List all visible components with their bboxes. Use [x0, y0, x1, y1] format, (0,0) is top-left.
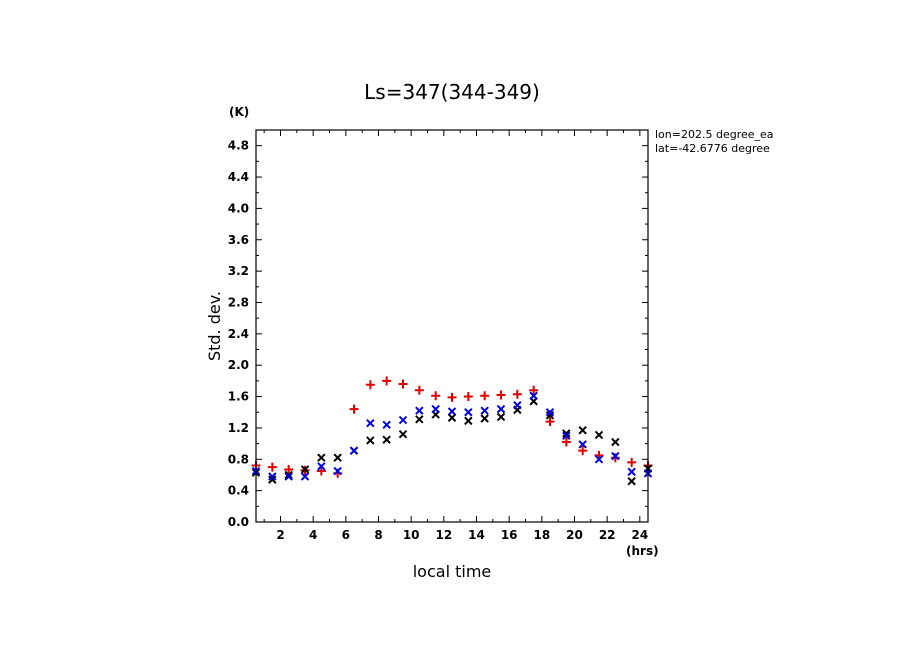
series-2-point — [366, 418, 375, 428]
y-tick-label: 1.6 — [228, 390, 249, 404]
series-2-point — [627, 467, 636, 477]
y-tick-label: 4.8 — [228, 139, 249, 153]
series-0-point — [463, 392, 473, 402]
x-axis-unit: (hrs) — [626, 544, 659, 558]
x-tick-label: 14 — [468, 528, 485, 542]
series-0-point — [414, 385, 424, 395]
x-tick-label: 20 — [566, 528, 583, 542]
series-1-point — [496, 412, 506, 422]
series-0-point — [512, 389, 522, 399]
series-1-point — [415, 415, 424, 424]
series-1-point — [545, 411, 555, 420]
x-axis-label: local time — [413, 562, 492, 581]
series-2-point — [545, 408, 555, 417]
series-1-point — [398, 429, 408, 439]
series-2-point — [317, 462, 326, 471]
y-tick-label: 0.0 — [228, 515, 249, 529]
series-0-point — [284, 464, 294, 474]
x-tick-label: 8 — [374, 528, 382, 542]
series-2-point — [431, 404, 440, 414]
series-0-point — [529, 385, 539, 395]
chart-title: Ls=347(344-349) — [364, 80, 540, 104]
series-1-point — [627, 477, 636, 486]
series-1-point — [447, 413, 457, 422]
y-tick-label: 2.0 — [228, 358, 249, 372]
data-points — [251, 376, 653, 486]
series-1-point — [382, 435, 391, 444]
y-axis-unit: (K) — [229, 105, 249, 119]
y-tick-label: 0.4 — [228, 484, 249, 498]
series-1-point — [333, 453, 342, 462]
series-0-point — [496, 390, 506, 400]
series-0-point — [545, 417, 555, 427]
y-tick-label: 4.4 — [228, 170, 249, 184]
series-1-point — [562, 429, 571, 438]
series-1-point — [366, 436, 375, 445]
series-2-point — [415, 406, 424, 415]
y-tick-label: 4.0 — [228, 201, 249, 215]
series-0-point — [561, 437, 571, 447]
series-1-point — [611, 437, 620, 447]
series-1-point — [464, 416, 473, 426]
y-tick-label: 1.2 — [228, 421, 249, 435]
x-tick-label: 18 — [533, 528, 550, 542]
series-2-point — [300, 472, 310, 481]
series-2-point — [447, 407, 457, 416]
series-2-point — [480, 406, 489, 415]
series-2-point — [349, 446, 359, 455]
series-2-point — [529, 391, 538, 400]
series-2-point — [398, 415, 408, 425]
series-0-point — [578, 446, 588, 456]
y-tick-label: 0.8 — [228, 452, 249, 466]
series-1-point — [300, 465, 310, 474]
series-1-point — [284, 470, 293, 480]
series-0-point — [610, 453, 620, 463]
series-2-point — [594, 455, 604, 464]
series-2-point — [382, 420, 391, 430]
plot-frame — [255, 129, 649, 523]
series-1-point — [268, 475, 277, 484]
series-0-point — [431, 391, 441, 401]
y-tick-label: 2.4 — [228, 327, 249, 341]
series-2-point — [578, 440, 587, 449]
x-tick-label: 22 — [599, 528, 616, 542]
series-0-point — [480, 391, 490, 401]
series-2-point — [513, 400, 522, 410]
y-tick-label: 2.8 — [228, 295, 249, 309]
y-axis-label: Std. dev. — [205, 291, 224, 361]
series-0-point — [447, 392, 457, 402]
series-2-point — [268, 472, 277, 481]
series-0-point — [316, 466, 326, 476]
series-2-point — [284, 472, 293, 481]
series-2-point — [611, 451, 620, 461]
y-tick-label: 3.2 — [228, 264, 249, 278]
series-1-point — [594, 430, 604, 440]
x-tick-label: 24 — [631, 528, 648, 542]
x-tick-label: 6 — [342, 528, 350, 542]
series-2-point — [562, 431, 571, 440]
y-axis-ticks: 0.0 0.4 0.8 1.2 1.6 2.0 2.4 2.8 3.2 3.6 4.0 4.4 4.8 — [228, 139, 648, 529]
series-0-point — [349, 404, 359, 414]
series-1-point — [317, 453, 326, 462]
x-tick-label: 4 — [309, 528, 317, 542]
series-0-point — [382, 376, 392, 386]
series-0-point — [267, 462, 277, 472]
series-0-point — [627, 457, 637, 467]
x-axis-ticks: 2 4 6 8 10 12 14 16 18 20 22 24 — [263, 130, 648, 542]
series-2-point — [464, 408, 473, 417]
x-tick-label: 16 — [501, 528, 518, 542]
x-tick-label: 10 — [403, 528, 420, 542]
series-0-point — [398, 379, 408, 389]
series-2-point — [333, 466, 342, 476]
y-tick-label: 3.6 — [228, 233, 249, 247]
series-0-point — [365, 380, 375, 390]
series-1-point — [578, 426, 587, 435]
series-1-point — [480, 414, 489, 423]
x-tick-label: 2 — [276, 528, 284, 542]
x-tick-label: 12 — [435, 528, 452, 542]
lat-info: lat=-42.6776 degree — [655, 142, 770, 155]
series-2-point — [496, 404, 506, 414]
lon-info: lon=202.5 degree_ea — [655, 128, 774, 141]
